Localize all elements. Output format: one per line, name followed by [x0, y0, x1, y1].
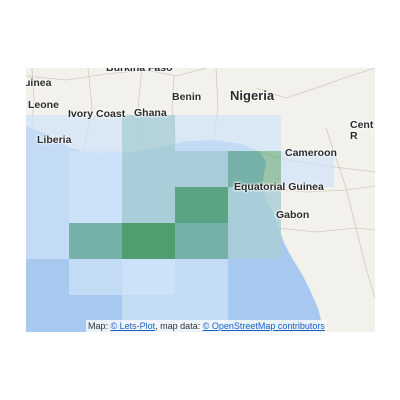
label-benin: Benin	[172, 91, 202, 103]
country-borders	[26, 68, 375, 299]
heatmap-tile	[175, 187, 228, 223]
label-gabon: Gabon	[276, 209, 310, 221]
label-cameroon: Cameroon	[285, 147, 337, 159]
border-line	[263, 185, 375, 193]
heatmap-tile	[175, 259, 228, 295]
heatmap-tile	[69, 187, 122, 223]
heatmap-tile	[122, 223, 175, 259]
heatmap-tile	[26, 151, 69, 187]
border-line	[26, 68, 207, 81]
label-central-african-republic: Cent R	[350, 119, 374, 142]
label-burkina-faso: Burkina Faso	[106, 68, 173, 74]
heatmap-tile	[228, 187, 281, 223]
heatmap-tile	[26, 187, 69, 223]
heatmap-tile	[175, 115, 228, 151]
label-ivory-coast: Ivory Coast	[68, 108, 126, 120]
heatmap-tile	[228, 151, 281, 187]
heatmap-tile	[26, 223, 69, 259]
label-guinea: uinea	[26, 77, 52, 89]
heatmap-tile	[122, 151, 175, 187]
border-line	[277, 227, 375, 233]
heatmap-tile	[228, 115, 281, 151]
lets-plot-link[interactable]: © Lets-Plot	[110, 321, 156, 331]
map-view[interactable]: Burkina Faso uinea Leone Ivory Coast Gha…	[26, 68, 375, 332]
heatmap-tile	[69, 115, 122, 151]
map-attribution: Map: © Lets-Plot, map data: © OpenStreet…	[86, 320, 327, 332]
attribution-middle: , map data:	[155, 321, 203, 331]
heatmap-tile	[122, 187, 175, 223]
basemap	[26, 68, 375, 332]
label-equatorial-guinea: Equatorial Guinea	[234, 181, 324, 193]
heatmap-tile	[122, 115, 175, 151]
attribution-prefix: Map:	[88, 321, 111, 331]
label-nigeria: Nigeria	[230, 88, 275, 103]
heatmap-tile	[69, 151, 122, 187]
label-ghana: Ghana	[134, 107, 167, 119]
heatmap-tile	[281, 151, 334, 187]
heatmap-tile	[69, 259, 122, 295]
heatmap-tile	[175, 223, 228, 259]
border-line	[325, 127, 375, 299]
label-liberia: Liberia	[37, 134, 72, 146]
heatmap-layer	[26, 115, 334, 331]
border-line	[255, 68, 375, 99]
heatmap-tile	[69, 223, 122, 259]
heatmap-tile	[122, 259, 175, 295]
heatmap-tile	[228, 223, 281, 259]
openstreetmap-link[interactable]: © OpenStreetMap contributors	[202, 321, 325, 331]
label-sierra-leone: Leone	[28, 99, 59, 111]
heatmap-tile	[26, 115, 69, 151]
heatmap-tile	[175, 151, 228, 187]
